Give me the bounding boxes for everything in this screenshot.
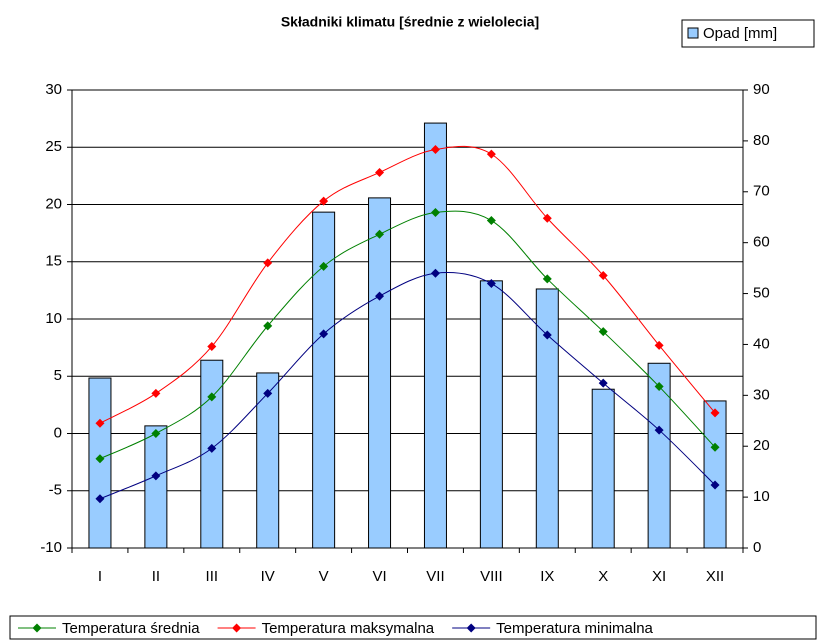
y2-tick-label: 50 — [753, 285, 770, 302]
y-tick-label: 20 — [45, 195, 62, 212]
legend-marker — [232, 623, 242, 633]
x-tick-label: VII — [426, 568, 444, 585]
marker — [654, 382, 664, 392]
marker — [319, 329, 329, 339]
legend-label: Temperatura średnia — [62, 620, 200, 637]
marker — [710, 442, 720, 452]
marker — [598, 327, 608, 337]
legend-marker — [32, 623, 42, 633]
marker — [375, 291, 385, 301]
y2-tick-label: 40 — [753, 335, 770, 352]
legend-label: Opad [mm] — [703, 25, 777, 42]
x-tick-label: I — [98, 568, 102, 585]
y2-tick-label: 20 — [753, 437, 770, 454]
marker — [654, 340, 664, 350]
bar — [703, 400, 727, 549]
marker — [430, 208, 440, 218]
y2-tick-label: 90 — [753, 81, 770, 98]
y-tick-label: -5 — [49, 482, 62, 499]
x-tick-label: II — [152, 568, 160, 585]
legend-frame — [9, 615, 817, 640]
marker — [542, 330, 552, 340]
marker — [151, 388, 161, 398]
x-tick-label: IX — [540, 568, 554, 585]
marker — [207, 341, 217, 351]
marker — [263, 258, 273, 268]
marker — [430, 145, 440, 155]
x-tick-label: VI — [372, 568, 386, 585]
y2-tick-label: 0 — [753, 539, 761, 556]
marker — [207, 443, 217, 453]
y-tick-label: 15 — [45, 253, 62, 270]
marker — [375, 167, 385, 177]
marker — [263, 388, 273, 398]
y2-tick-label: 70 — [753, 183, 770, 200]
marker — [710, 408, 720, 418]
y-tick-label: 5 — [54, 367, 62, 384]
y-tick-label: 0 — [54, 424, 62, 441]
chart-title: Składniki klimatu [średnie z wielolecia] — [281, 14, 539, 30]
bar — [368, 197, 392, 549]
x-tick-label: VIII — [480, 568, 503, 585]
marker — [151, 429, 161, 438]
marker — [151, 471, 161, 481]
x-tick-label: XII — [706, 568, 724, 585]
marker — [654, 425, 664, 435]
legend-label: Temperatura maksymalna — [262, 620, 435, 637]
marker — [710, 480, 720, 490]
bar — [144, 425, 168, 549]
x-tick-label: V — [319, 568, 329, 585]
marker — [95, 494, 105, 504]
y-tick-label: 25 — [45, 138, 62, 155]
marker — [95, 454, 105, 464]
marker — [486, 216, 496, 226]
bar — [591, 388, 615, 549]
marker — [319, 196, 329, 206]
legend-box — [681, 19, 815, 48]
legend-marker — [466, 623, 476, 633]
bar — [256, 372, 280, 549]
x-tick-label: IV — [261, 568, 275, 585]
marker — [598, 270, 608, 280]
y-tick-label: 30 — [45, 81, 62, 98]
legend-swatch — [687, 27, 699, 39]
y-tick-label: 10 — [45, 310, 62, 327]
y2-tick-label: 60 — [753, 234, 770, 251]
y2-tick-label: 30 — [753, 386, 770, 403]
marker — [486, 149, 496, 159]
marker — [263, 321, 273, 331]
y2-tick-label: 10 — [753, 488, 770, 505]
y-tick-label: -10 — [40, 539, 62, 556]
x-tick-label: III — [206, 568, 219, 585]
bar — [479, 280, 503, 549]
marker — [207, 392, 217, 402]
bar — [423, 122, 447, 549]
y2-tick-label: 80 — [753, 132, 770, 149]
marker — [375, 229, 385, 239]
marker — [95, 418, 105, 428]
marker — [430, 268, 440, 278]
marker — [542, 274, 552, 284]
legend-label: Temperatura minimalna — [496, 620, 653, 637]
x-tick-label: X — [598, 568, 608, 585]
marker — [542, 213, 552, 223]
marker — [319, 261, 329, 271]
marker — [598, 378, 608, 388]
x-tick-label: XI — [652, 568, 666, 585]
marker — [486, 279, 496, 289]
